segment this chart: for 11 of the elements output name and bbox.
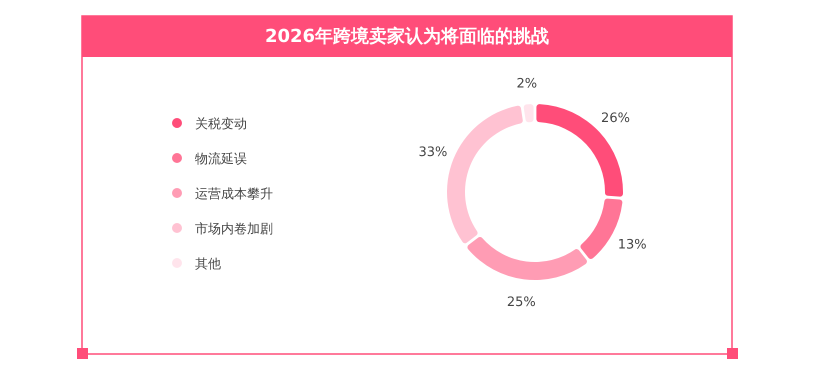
data-label: 25% (506, 295, 536, 310)
legend-label: 市场内卷加剧 (195, 222, 273, 237)
chart-title: 2026年跨境卖家认为将面临的挑战 (264, 26, 550, 47)
data-label: 2% (516, 76, 538, 92)
data-label: 26% (601, 111, 630, 126)
legend-label: 运营成本攀升 (195, 187, 273, 202)
legend-label: 其他 (195, 257, 221, 272)
legend-label: 关税变动 (195, 117, 247, 132)
legend-label: 物流延误 (195, 151, 247, 167)
data-label: 13% (618, 238, 647, 253)
data-label: 33% (418, 144, 448, 160)
